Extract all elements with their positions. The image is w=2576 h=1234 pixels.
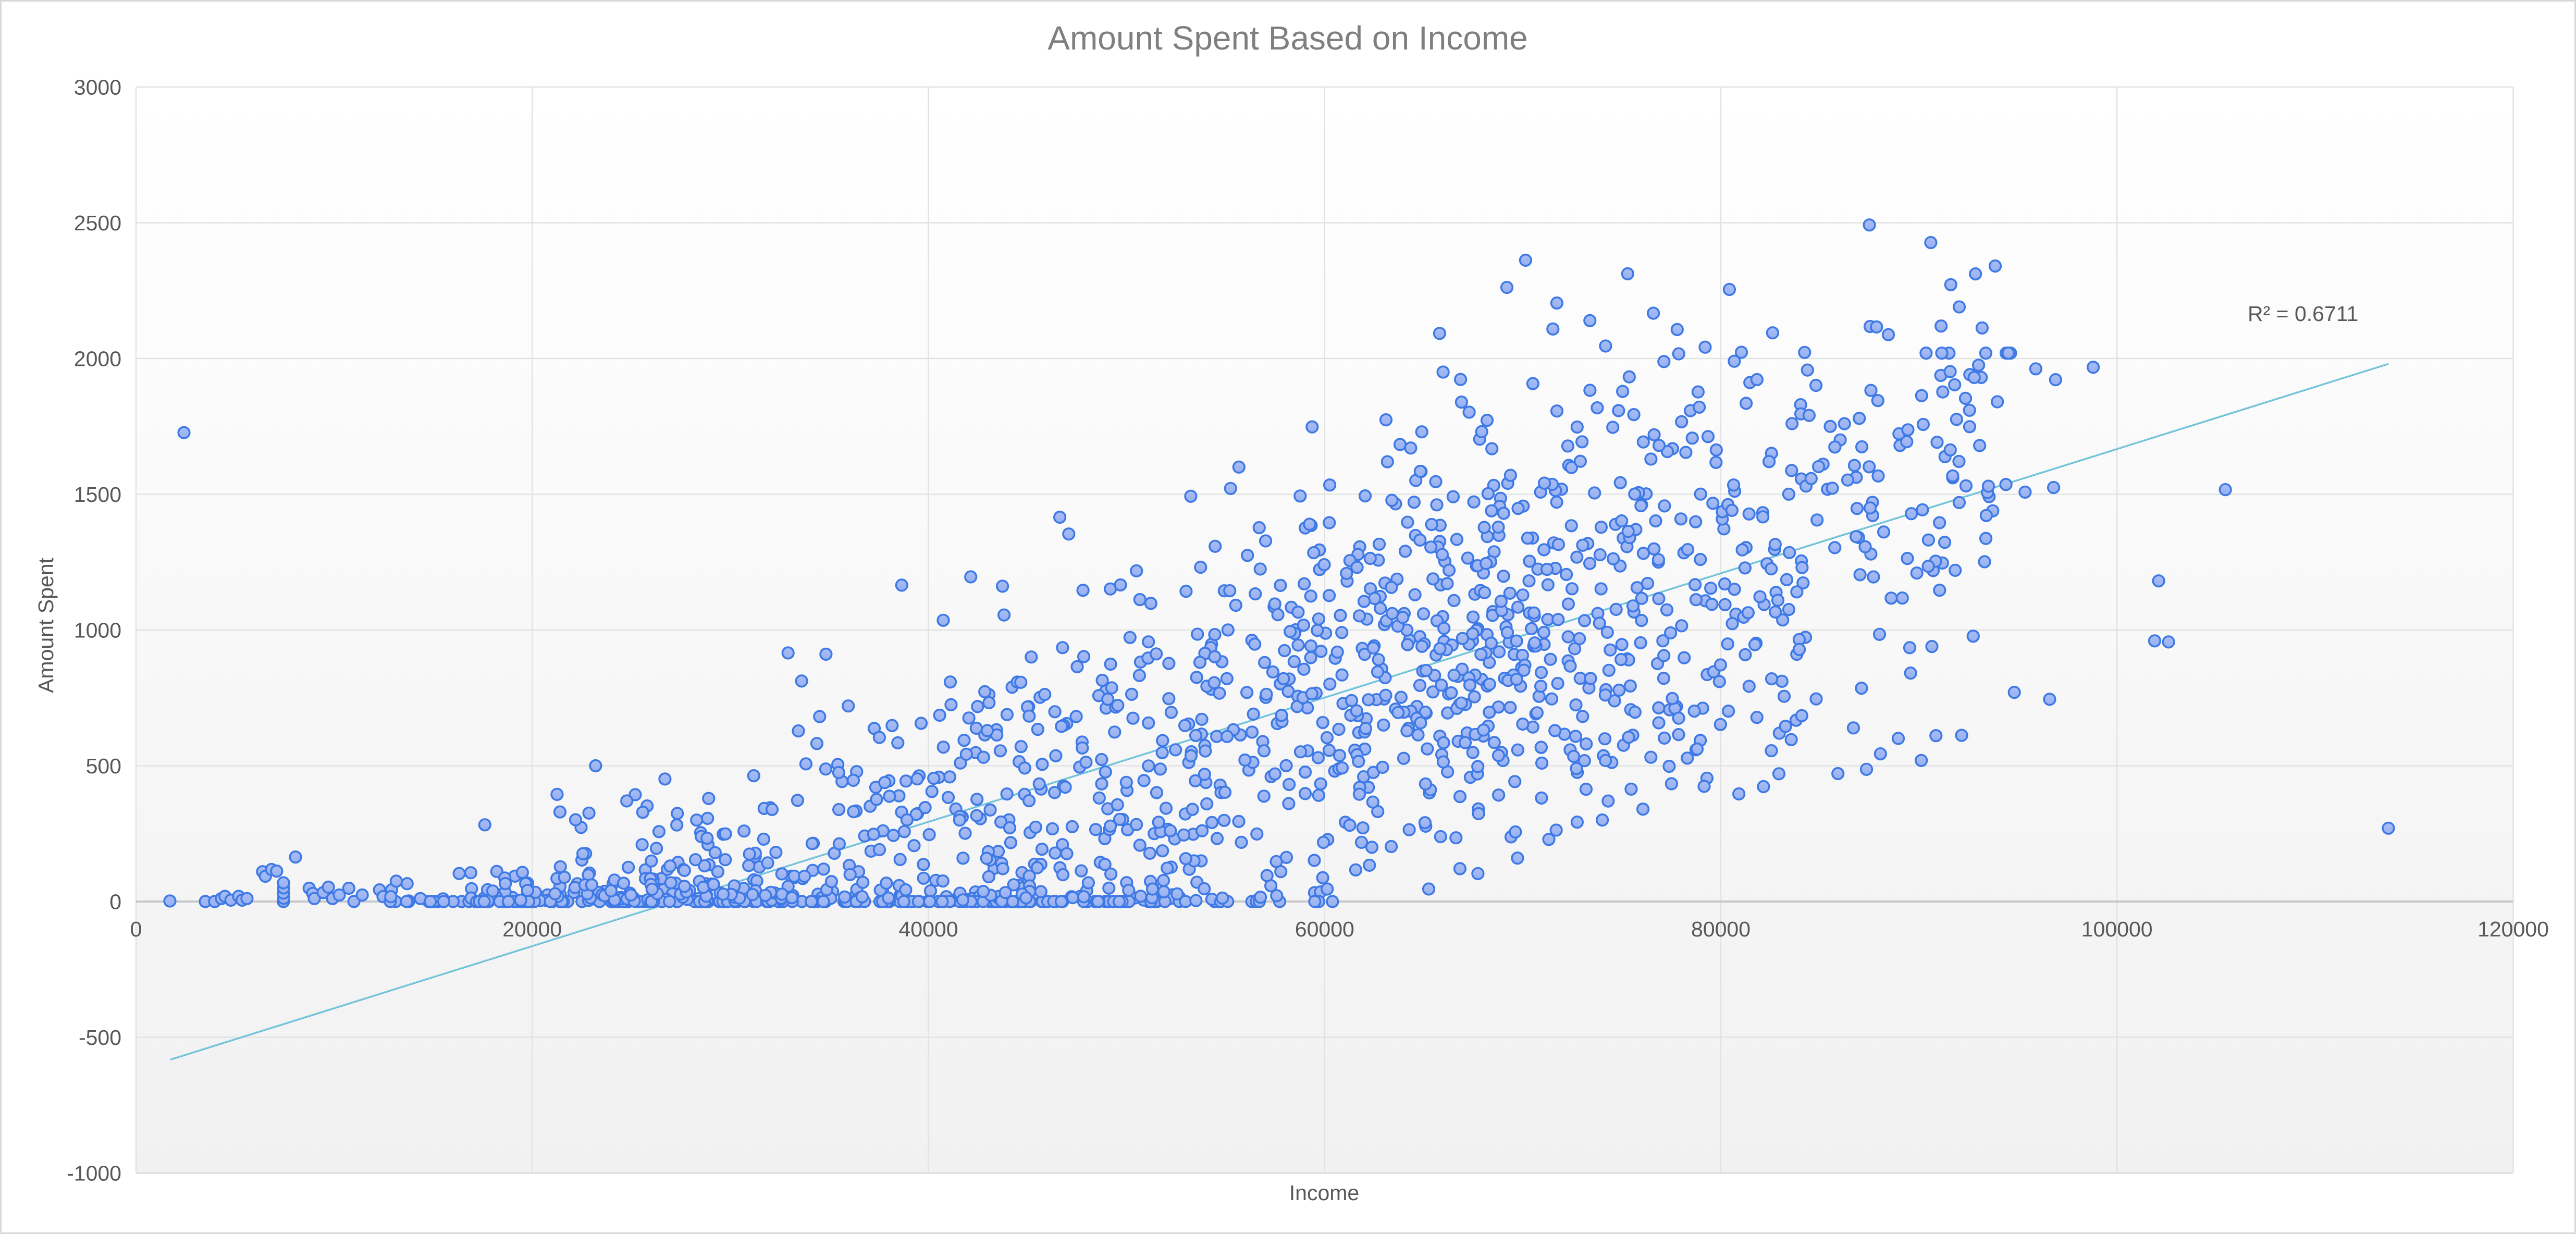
svg-text:60000: 60000 [1295, 917, 1354, 941]
svg-text:40000: 40000 [898, 917, 958, 941]
svg-text:-500: -500 [79, 1026, 121, 1050]
svg-text:1000: 1000 [74, 619, 121, 643]
svg-text:2500: 2500 [74, 211, 121, 235]
svg-text:-1000: -1000 [67, 1162, 121, 1186]
svg-text:100000: 100000 [2081, 917, 2153, 941]
svg-text:120000: 120000 [2478, 917, 2549, 941]
svg-text:80000: 80000 [1691, 917, 1751, 941]
svg-text:Income: Income [1289, 1181, 1359, 1205]
svg-text:1500: 1500 [74, 483, 121, 507]
svg-text:3000: 3000 [74, 76, 121, 100]
svg-text:R² = 0.6711: R² = 0.6711 [2248, 302, 2358, 326]
svg-text:0: 0 [109, 890, 121, 914]
svg-text:2000: 2000 [74, 347, 121, 371]
svg-text:500: 500 [86, 754, 121, 778]
svg-text:20000: 20000 [502, 917, 562, 941]
svg-text:Amount Spent Based on Income: Amount Spent Based on Income [1047, 19, 1527, 57]
svg-text:Amount Spent: Amount Spent [34, 557, 58, 693]
svg-text:0: 0 [130, 917, 142, 941]
